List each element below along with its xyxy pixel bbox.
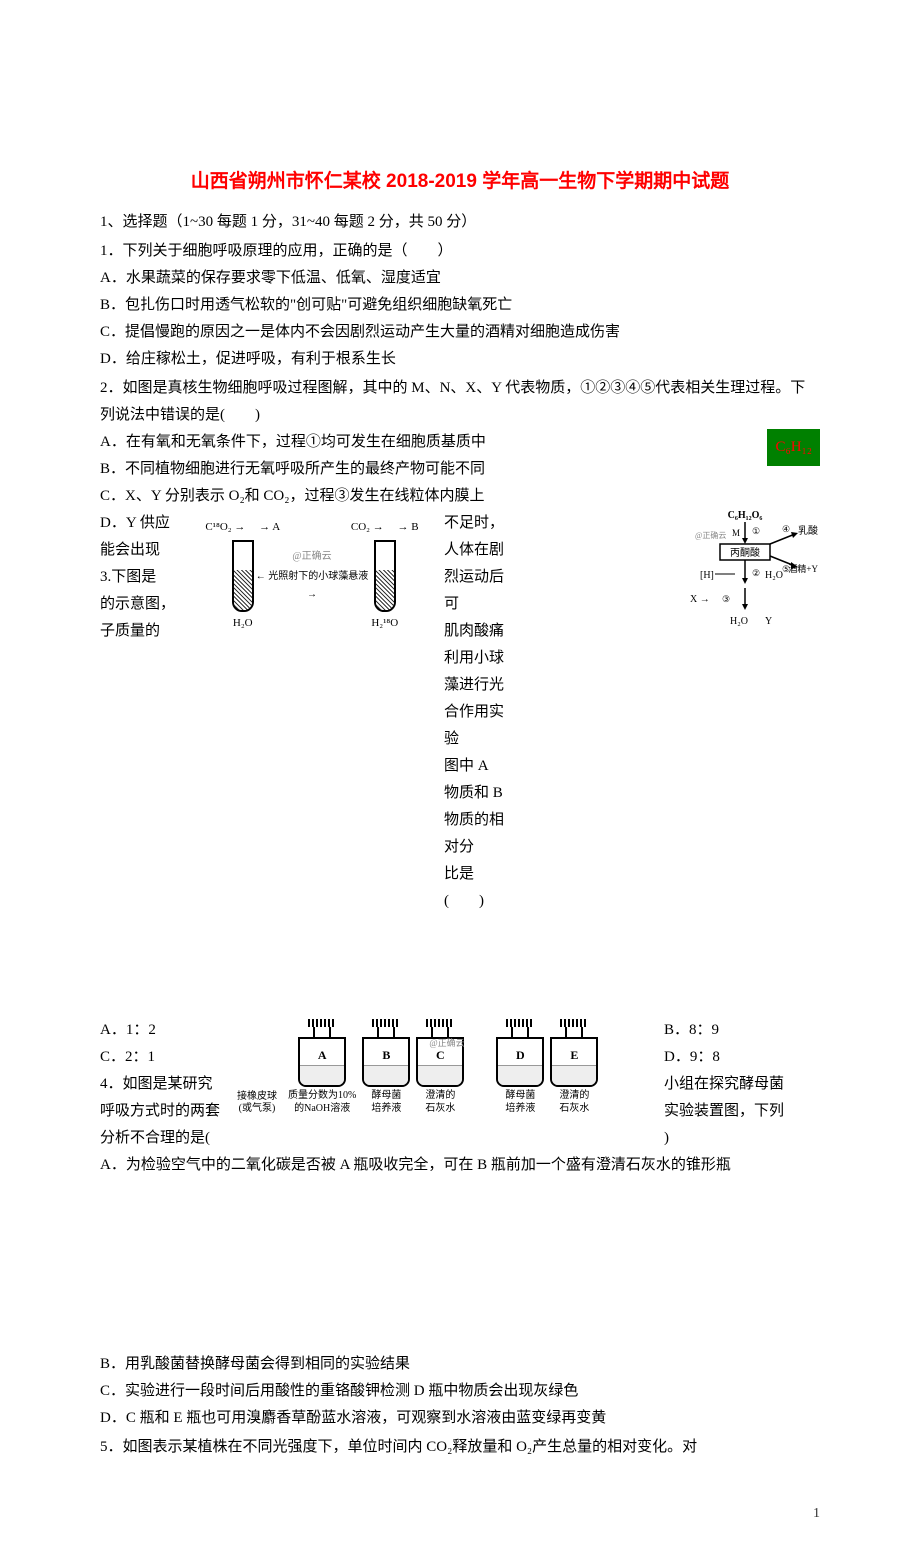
question-1: 1．下列关于细胞呼吸原理的应用，正确的是（ ） A．水果蔬菜的保存要求零下低温、… [100,238,820,373]
q4-stem-post: 小组在探究酵母菌 [664,1071,820,1098]
q2d-left-col: D．Y 供应 能会出现 3.下图是 的示意图， 子质量的 [100,510,180,645]
question-4-rest: B．用乳酸菌替换酵母菌会得到相同的实验结果 C．实验进行一段时间后用酸性的重铬酸… [100,1351,820,1432]
q3-watermark: @正确云 [292,548,331,566]
q3q4-right-col: B．8：9 D．9：8 小组在探究酵母菌 实验装置图，下列 ) [664,1017,820,1152]
q2-option-a: A．在有氧和无氧条件下，过程①均可发生在细胞质基质中 [100,429,820,456]
q3-line3-pre: 子质量的 [100,618,180,645]
q4-watermark: @正确云 [429,1035,464,1051]
q4-pump: 接橡皮球 (或气泵) [232,1091,282,1115]
q3-mid-text: ← 光照射下的小球藻悬液 → [252,568,372,604]
q4-label-d: 酵母菌 培养液 [505,1089,535,1115]
q4-line2-post: 实验装置图，下列 [664,1098,820,1125]
q4-label-b: 酵母菌 培养液 [371,1089,401,1115]
q4-line2-pre: 呼吸方式时的两套 [100,1098,230,1125]
q3-bottom-right: H₂¹⁸O [371,614,398,634]
q2-fig-h2o1: H₂O [765,570,783,581]
q3-line2-pre: 的示意图， [100,591,180,618]
q2-fig-n2: ② [752,568,760,578]
q2d-line2-post: 肌肉酸痛 [444,618,505,645]
q2-fig-alcohol: 酒精+Y [788,563,818,574]
q2-stem: 2．如图是真核生物细胞呼吸过程图解，其中的 M、N、X、Y 代表物质，①②③④⑤… [100,375,820,429]
q3-right-out: B [411,521,418,533]
page-title: 山西省朔州市怀仁某校 2018-2019 学年高一生物下学期期中试题 [100,165,820,199]
q2d-right-col: 不足时，人体在剧烈运动后可 肌肉酸痛 利用小球藻进行光合作用实验 图中 A 物质… [444,510,660,915]
q4-flask-d: D 酵母菌 培养液 [496,1019,544,1115]
q3-stem-pre: 3.下图是 [100,564,180,591]
q4-line3-post: ) [664,1125,820,1152]
q1-stem: 1．下列关于细胞呼吸原理的应用，正确的是（ ） [100,238,820,265]
q4-flask-b: B 酵母菌 培养液 [362,1019,410,1115]
q2-fig-n5: ⑤ [782,564,790,574]
spacer-1 [100,915,820,1015]
q2-fig-n3: ③ [722,594,730,604]
q2d-q3-wrap: D．Y 供应 能会出现 3.下图是 的示意图， 子质量的 C¹⁸O₂ → → A… [100,510,660,915]
q2-fig-n4: ④ [782,524,790,534]
q4-line3-pre: 分析不合理的是( [100,1125,230,1152]
q2-fig-top: C₆H₁₂O₆ [728,510,763,521]
q3-figure: C¹⁸O₂ → → A H₂O CO₂ → → B H₂¹⁸O ← 光照射下的小… [182,510,442,630]
q3-option-d: D．9：8 [664,1044,820,1071]
question-3-options-and-q4: A．1：2 C．2：1 4．如图是某研究 呼吸方式时的两套 分析不合理的是( 接… [100,1017,820,1179]
q2-fig-n1: ① [752,526,760,536]
q3-option-b: B．8：9 [664,1017,820,1044]
q4-option-b: B．用乳酸菌替换酵母菌会得到相同的实验结果 [100,1351,820,1378]
q3-option-c: C．2：1 [100,1044,230,1071]
q4-flask-a: A 质量分数为10% 的NaOH溶液 [288,1019,356,1115]
q1-option-b: B．包扎伤口时用透气松软的"创可贴"可避免组织细胞缺氧死亡 [100,292,820,319]
q4-label-a: 质量分数为10% 的NaOH溶液 [288,1089,356,1115]
q4-label-c: 澄清的 石灰水 [425,1089,455,1115]
q3-stem-post: 利用小球藻进行光合作用实验 [444,645,505,753]
q3-right-in: CO₂ [351,521,370,533]
q4-flask-c: C 澄清的 石灰水 [416,1019,464,1115]
q2-figure: C₆H₁₂O₆ M ① 丙酮酸 乳酸 ④ 酒精+Y ⑤ H₂O ② [H] [670,506,820,636]
q2-option-d-post: 不足时，人体在剧烈运动后可 [444,510,505,618]
q4-flask-e: E 澄清的 石灰水 [550,1019,598,1115]
q4-option-c: C．实验进行一段时间后用酸性的重铬酸钾检测 D 瓶中物质会出现灰绿色 [100,1378,820,1405]
q2-green-box: C₆H₁₂ [767,429,820,466]
q4-label-e: 澄清的 石灰水 [559,1089,589,1115]
q4-figure: 接橡皮球 (或气泵) A 质量分数为10% 的NaOH溶液 B 酵母菌 培养液 … [232,1017,662,1122]
q1-option-a: A．水果蔬菜的保存要求零下低温、低氧、湿度适宜 [100,265,820,292]
q3q4-left-col: A．1：2 C．2：1 4．如图是某研究 呼吸方式时的两套 分析不合理的是( [100,1017,230,1152]
question-5: 5．如图表示某植株在不同光强度下，单位时间内 CO₂释放量和 O₂产生总量的相对… [100,1434,820,1461]
q3-left-in: C¹⁸O₂ [205,521,231,533]
page-number: 1 [100,1501,820,1526]
q3-bottom-left: H₂O [233,614,253,634]
q2-fig-m: M [732,528,740,538]
q3-line3-post: 比是( ) [444,861,505,915]
q2-fig-h: [H] [700,570,714,581]
q4-option-a: A．为检验空气中的二氧化碳是否被 A 瓶吸收完全，可在 B 瓶前加一个盛有澄清石… [100,1152,820,1179]
spacer-2 [100,1179,820,1349]
q1-option-d: D．给庄稼松土，促进呼吸，有利于根系生长 [100,346,820,373]
q3-left-out: A [272,521,280,533]
q2-fig-watermark: @正确云 [695,530,726,540]
q2-fig-lactic: 乳酸 [798,524,818,537]
q4-stem-pre: 4．如图是某研究 [100,1071,230,1098]
q2-fig-center: 丙酮酸 [730,546,760,559]
q2d-line2-pre: 能会出现 [100,537,180,564]
q3-line2-post: 图中 A 物质和 B 物质的相对分 [444,753,505,861]
q1-option-c: C．提倡慢跑的原因之一是体内不会因剧烈运动产生大量的酒精对细胞造成伤害 [100,319,820,346]
question-2: 2．如图是真核生物细胞呼吸过程图解，其中的 M、N、X、Y 代表物质，①②③④⑤… [100,375,820,915]
q2-option-b: B．不同植物细胞进行无氧呼吸所产生的最终产物可能不同 [100,456,820,483]
q2-fig-h2o2: H₂O [730,616,748,627]
q5-stem: 5．如图表示某植株在不同光强度下，单位时间内 CO₂释放量和 O₂产生总量的相对… [100,1434,820,1461]
q4-option-d: D．C 瓶和 E 瓶也可用溴麝香草酚蓝水溶液，可观察到水溶液由蓝变绿再变黄 [100,1405,820,1432]
q2-fig-x: X → [690,594,710,605]
section-header: 1、选择题（1~30 每题 1 分，31~40 每题 2 分，共 50 分） [100,209,820,236]
q2-fig-y: Y [765,616,772,627]
q3-option-a: A．1：2 [100,1017,230,1044]
q2-option-d-pre: D．Y 供应 [100,510,180,537]
